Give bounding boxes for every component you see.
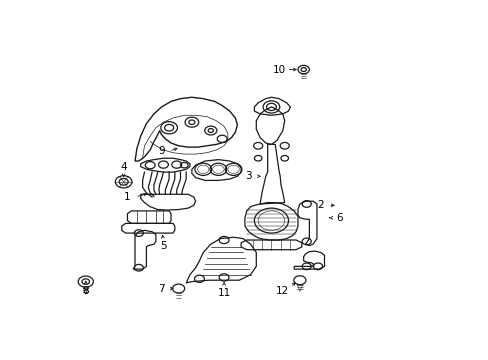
Text: 3: 3 [245, 171, 251, 181]
Text: 4: 4 [120, 162, 127, 172]
Text: 12: 12 [276, 286, 289, 296]
Text: 1: 1 [124, 192, 130, 202]
Text: 11: 11 [217, 288, 230, 298]
Text: 8: 8 [82, 286, 89, 296]
Text: 2: 2 [317, 201, 324, 210]
Text: 10: 10 [272, 64, 285, 75]
Text: 9: 9 [158, 146, 164, 156]
Text: 6: 6 [336, 213, 342, 223]
Text: 7: 7 [158, 284, 164, 293]
Text: 5: 5 [160, 240, 166, 251]
